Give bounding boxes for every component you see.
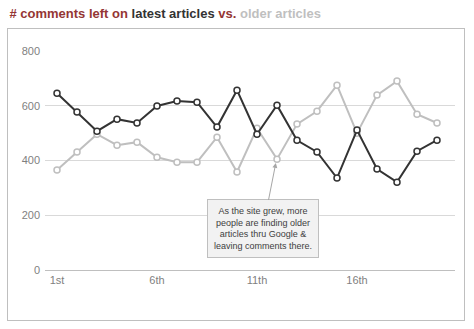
svg-text:6th: 6th [149,274,164,286]
svg-text:# comments left on latest arti: # comments left on latest articles vs. o… [9,6,320,21]
svg-text:1st: 1st [50,274,65,286]
svg-text:600: 600 [22,100,40,112]
svg-text:As the site grew, morepeople a: As the site grew, morepeople are finding… [214,206,312,251]
svg-text:11th: 11th [247,274,268,286]
svg-text:0: 0 [34,264,40,276]
svg-text:400: 400 [22,154,40,166]
svg-text:16th: 16th [346,274,367,286]
svg-text:800: 800 [22,45,40,57]
svg-text:200: 200 [22,209,40,221]
